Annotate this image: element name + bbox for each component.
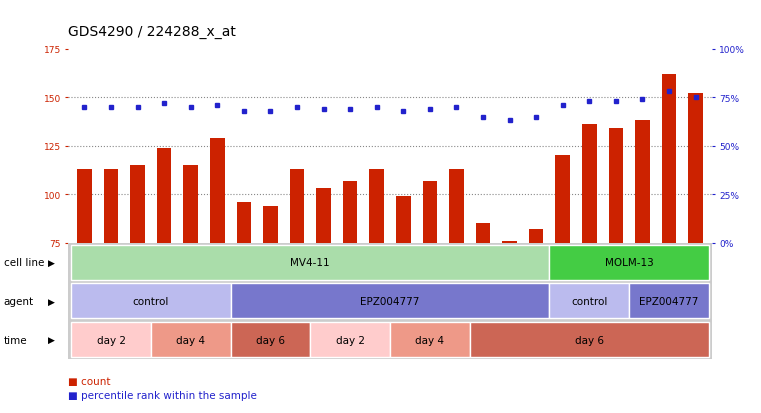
Bar: [103, 170, 118, 243]
Bar: [317, 189, 331, 243]
Text: control: control: [571, 296, 607, 306]
Bar: [231, 284, 549, 319]
Bar: [231, 323, 310, 357]
Bar: [71, 284, 231, 319]
Bar: [390, 323, 470, 357]
Bar: [529, 230, 543, 243]
Text: ■ count: ■ count: [68, 376, 111, 386]
Bar: [556, 156, 570, 243]
Text: cell line: cell line: [4, 258, 44, 268]
Bar: [422, 181, 437, 243]
Bar: [183, 166, 198, 243]
Bar: [449, 170, 463, 243]
Text: EPZ004777: EPZ004777: [360, 296, 420, 306]
Bar: [476, 224, 490, 243]
Bar: [71, 245, 549, 280]
Bar: [77, 170, 92, 243]
Bar: [549, 245, 709, 280]
Text: ■ percentile rank within the sample: ■ percentile rank within the sample: [68, 390, 257, 400]
Bar: [237, 202, 251, 243]
Bar: [369, 170, 384, 243]
Bar: [582, 125, 597, 243]
Text: MV4-11: MV4-11: [291, 258, 330, 268]
Text: EPZ004777: EPZ004777: [639, 296, 699, 306]
Bar: [290, 170, 304, 243]
Bar: [210, 139, 224, 243]
Text: control: control: [132, 296, 169, 306]
Bar: [629, 284, 709, 319]
Text: day 2: day 2: [97, 335, 126, 345]
Bar: [71, 323, 151, 357]
Bar: [470, 323, 709, 357]
Text: ▶: ▶: [48, 335, 55, 344]
Text: ▶: ▶: [48, 297, 55, 306]
Bar: [662, 75, 677, 243]
Text: day 6: day 6: [575, 335, 603, 345]
Bar: [263, 206, 278, 243]
Bar: [151, 323, 231, 357]
Bar: [396, 197, 411, 243]
Bar: [130, 166, 145, 243]
Bar: [310, 323, 390, 357]
Text: ▶: ▶: [48, 258, 55, 267]
Bar: [343, 181, 358, 243]
Text: day 6: day 6: [256, 335, 285, 345]
Text: agent: agent: [4, 296, 34, 306]
Bar: [688, 94, 703, 243]
Bar: [502, 241, 517, 243]
Bar: [609, 129, 623, 243]
Text: time: time: [4, 335, 27, 345]
Bar: [635, 121, 650, 243]
Bar: [157, 148, 171, 243]
Text: MOLM-13: MOLM-13: [605, 258, 654, 268]
Bar: [549, 284, 629, 319]
Text: day 4: day 4: [416, 335, 444, 345]
Text: day 2: day 2: [336, 335, 365, 345]
Text: day 4: day 4: [177, 335, 205, 345]
Text: GDS4290 / 224288_x_at: GDS4290 / 224288_x_at: [68, 25, 237, 39]
